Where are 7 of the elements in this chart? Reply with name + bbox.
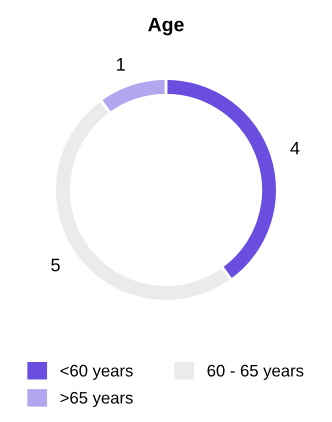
legend-label: 60 - 65 years (208, 364, 304, 380)
legend-label: <60 years (60, 364, 133, 380)
chart-title: Age (148, 18, 184, 36)
data-label: 1 (117, 58, 125, 71)
legend-label: >65 years (60, 392, 133, 407)
data-label: 5 (51, 258, 60, 272)
data-label: 4 (290, 142, 300, 154)
